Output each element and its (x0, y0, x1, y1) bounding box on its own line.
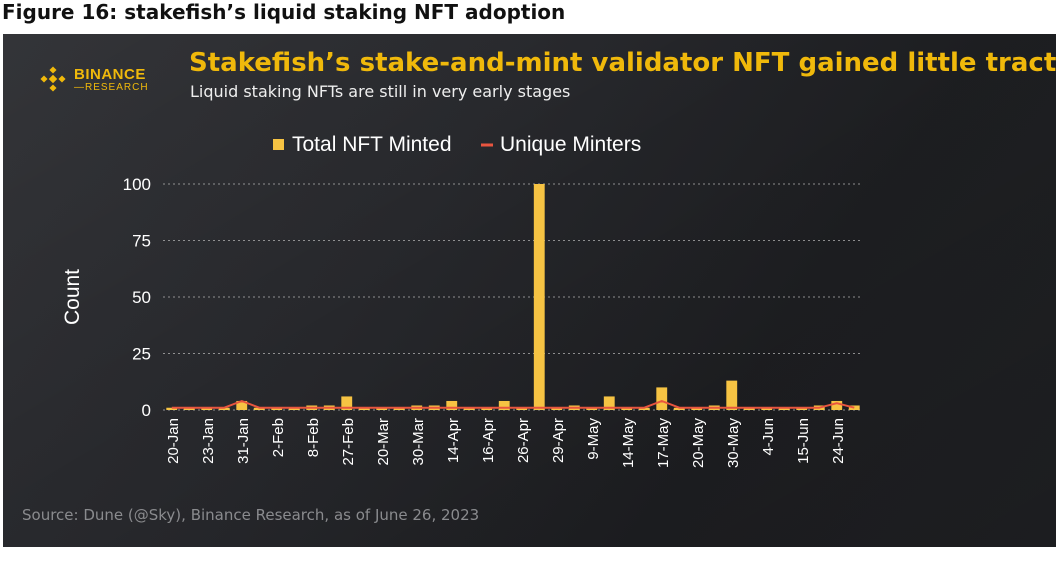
x-tick-label: 4-Jun (760, 418, 777, 456)
bar-total-nft-minted (673, 407, 685, 410)
bar-total-nft-minted (218, 407, 230, 410)
bar-total-nft-minted (831, 400, 843, 410)
bar-total-nft-minted (166, 407, 178, 410)
bar-total-nft-minted (288, 407, 300, 410)
chart-title: Stakefish’s stake-and-mint validator NFT… (189, 48, 1056, 78)
bar-total-nft-minted (516, 407, 528, 410)
bar-total-nft-minted (481, 407, 493, 410)
x-tick-label: 30-Mar (410, 418, 427, 466)
bar-total-nft-minted (638, 407, 650, 410)
legend-swatch-total-nft-minted (273, 139, 284, 150)
x-tick-label: 14-May (620, 418, 637, 469)
bar-total-nft-minted (778, 407, 790, 410)
y-tick-label: 25 (132, 345, 151, 364)
bar-total-nft-minted (656, 387, 668, 410)
bar-total-nft-minted (621, 407, 633, 410)
binance-diamond-icon (40, 66, 66, 92)
bar-total-nft-minted (236, 400, 248, 410)
bar-total-nft-minted (393, 407, 405, 410)
legend-label-unique-minters: Unique Minters (500, 133, 641, 156)
x-tick-label: 2-Feb (270, 418, 287, 457)
x-tick-label: 14-Apr (445, 418, 462, 463)
bar-total-nft-minted (253, 407, 265, 410)
chart-panel: BINANCE —RESEARCH Stakefish’s stake-and-… (3, 34, 1056, 547)
y-axis-label: Count (61, 269, 84, 325)
x-tick-label: 20-May (690, 418, 707, 469)
y-tick-label: 100 (123, 175, 151, 194)
x-tick-label: 15-Jun (795, 418, 812, 464)
bar-total-nft-minted (761, 407, 773, 410)
x-tick-label: 9-May (585, 418, 602, 460)
bar-line-chart: 0 25 50 75 100 Count 20-Jan 23-Jan 31-Jan 2-Feb 8-… (61, 133, 863, 469)
line-unique-minters (171, 400, 855, 409)
y-tick-label: 75 (132, 232, 151, 251)
bar-total-nft-minted (271, 407, 283, 410)
bar-total-nft-minted (358, 407, 370, 410)
bar-total-nft-minted (603, 396, 615, 410)
x-tick-label: 16-Apr (480, 418, 497, 463)
figure-caption: Figure 16: stakefish’s liquid staking NF… (2, 0, 566, 24)
logo-subword-text: RESEARCH (85, 82, 149, 93)
bar-total-nft-minted (796, 407, 808, 410)
legend-label-total-nft-minted: Total NFT Minted (292, 133, 452, 156)
x-tick-label: 20-Mar (375, 418, 392, 466)
bar-total-nft-minted (201, 407, 213, 410)
x-tick-label: 23-Jan (200, 418, 217, 464)
y-tick-label: 50 (132, 288, 151, 307)
bar-total-nft-minted (498, 400, 510, 410)
logo-subword: —RESEARCH (74, 82, 149, 93)
x-tick-label: 17-May (655, 418, 672, 469)
x-tick-label: 30-May (725, 418, 742, 469)
x-tick-label: 31-Jan (235, 418, 252, 464)
x-tick-label: 24-Jun (830, 418, 847, 464)
bar-total-nft-minted (183, 407, 195, 410)
x-tick-label: 20-Jan (165, 418, 182, 464)
logo-wordmark: BINANCE (74, 66, 146, 83)
bar-total-nft-minted (446, 400, 458, 410)
y-tick-label: 0 (142, 401, 151, 420)
chart-subtitle: Liquid staking NFTs are still in very ea… (190, 82, 571, 101)
binance-research-logo: BINANCE —RESEARCH (40, 64, 160, 96)
x-tick-label: 8-Feb (305, 418, 322, 457)
x-tick-label: 27-Feb (340, 418, 357, 466)
bar-total-nft-minted (551, 407, 563, 410)
bar-total-nft-minted (691, 407, 703, 410)
bar-total-nft-minted (533, 184, 545, 410)
x-tick-label: 29-Apr (550, 418, 567, 463)
bar-total-nft-minted (376, 407, 388, 410)
bar-total-nft-minted (743, 407, 755, 410)
bar-total-nft-minted (726, 380, 738, 410)
bar-total-nft-minted (341, 396, 353, 410)
source-note: Source: Dune (@Sky), Binance Research, a… (22, 506, 480, 524)
bar-total-nft-minted (586, 407, 598, 410)
x-tick-label: 26-Apr (515, 418, 532, 463)
bar-total-nft-minted (463, 407, 475, 410)
